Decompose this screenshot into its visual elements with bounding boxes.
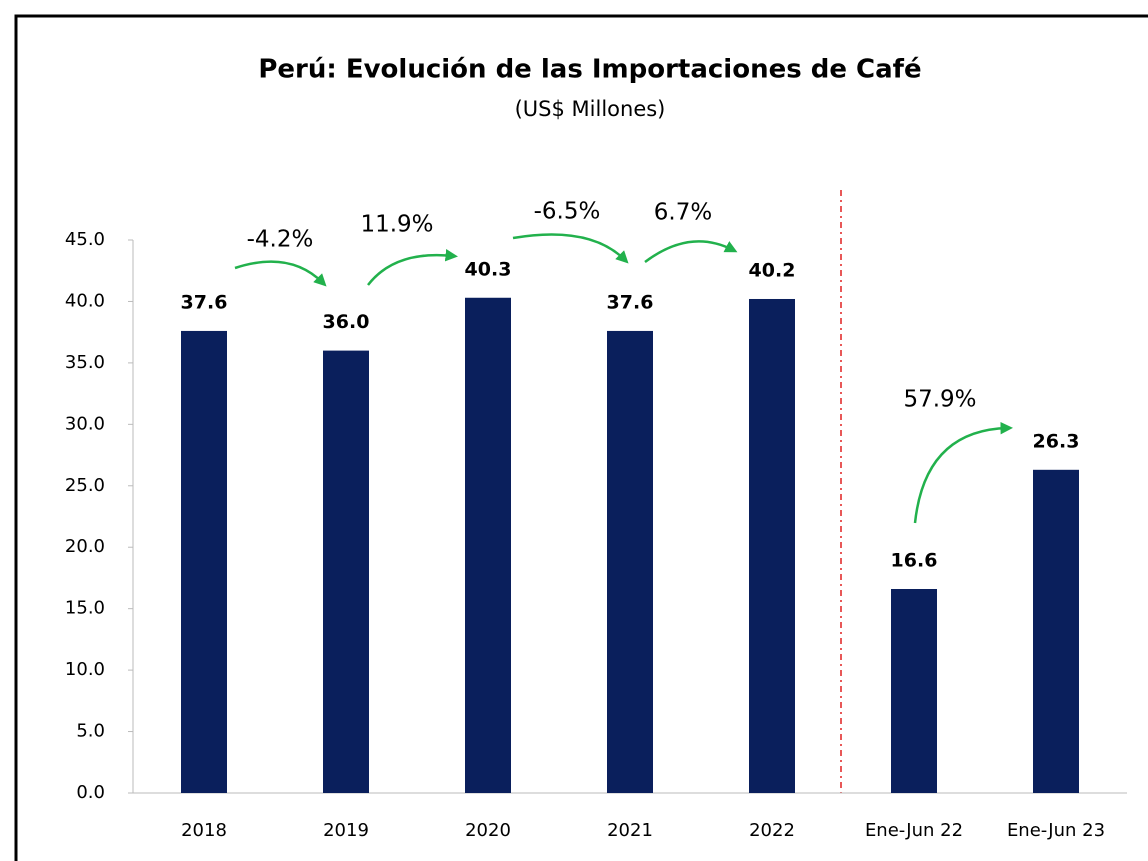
bar — [749, 298, 795, 793]
x-tick-label: 2019 — [323, 820, 369, 841]
x-tick-label: 2022 — [749, 820, 795, 841]
arrow — [367, 249, 458, 286]
y-tick-label: 10.0 — [65, 659, 105, 680]
y-tick-label: 40.0 — [65, 290, 105, 311]
arrow — [234, 260, 327, 287]
y-tick-label: 20.0 — [65, 536, 105, 557]
bar — [465, 297, 511, 793]
x-tick-label: Ene-Jun 23 — [1007, 820, 1105, 841]
y-tick-label: 35.0 — [65, 352, 105, 373]
y-tick-label: 5.0 — [76, 721, 105, 742]
y-tick-label: 30.0 — [65, 413, 105, 434]
arrow — [512, 233, 629, 264]
growth-label: 11.9% — [360, 212, 433, 238]
data-label: 26.3 — [1033, 430, 1080, 452]
y-tick-label: 15.0 — [65, 598, 105, 619]
x-tick-label: Ene-Jun 22 — [865, 820, 963, 841]
growth-label: 57.9% — [903, 387, 976, 413]
growth-label: 6.7% — [654, 200, 712, 226]
chart-title: Perú: Evolución de las Importaciones de … — [258, 55, 921, 85]
bar — [891, 589, 937, 793]
data-label: 16.6 — [891, 550, 938, 572]
x-tick-label: 2020 — [465, 820, 511, 841]
data-label: 37.6 — [181, 291, 228, 313]
arrow — [644, 240, 738, 263]
x-tick-label: 2018 — [181, 820, 227, 841]
data-label: 40.2 — [749, 259, 796, 281]
bar — [323, 350, 369, 793]
y-tick-label: 25.0 — [65, 475, 105, 496]
bar — [607, 330, 653, 793]
growth-label: -4.2% — [247, 227, 314, 253]
bar — [181, 330, 227, 793]
x-tick-label: 2021 — [607, 820, 653, 841]
data-label: 36.0 — [323, 311, 370, 333]
chart-subtitle: (US$ Millones) — [515, 97, 666, 121]
growth-arrows — [234, 233, 1013, 524]
data-label: 37.6 — [607, 291, 654, 313]
data-label: 40.3 — [465, 258, 512, 280]
y-tick-label: 45.0 — [65, 229, 105, 250]
arrow — [913, 421, 1013, 524]
bar — [1033, 469, 1079, 793]
y-tick-label: 0.0 — [76, 782, 105, 803]
growth-label: -6.5% — [534, 199, 601, 225]
